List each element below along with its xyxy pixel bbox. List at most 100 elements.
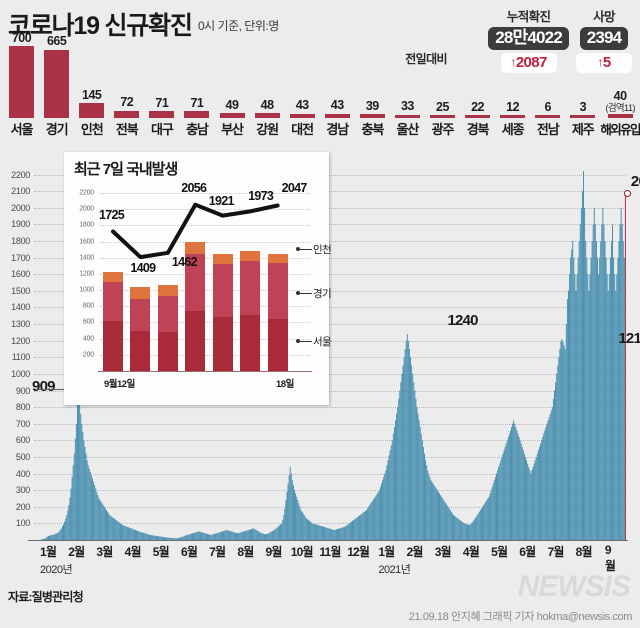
region-label: 경남 <box>326 122 349 137</box>
y-axis-tick: 500 <box>15 451 30 462</box>
gridline <box>34 423 626 425</box>
region-bar <box>324 113 350 118</box>
inset-legend-label: 경기 <box>313 288 332 300</box>
peak-annotation: 909 <box>32 378 55 396</box>
gridline <box>34 207 626 209</box>
inset-x-axis <box>98 371 312 372</box>
x-axis-tick: 5월 <box>491 545 508 559</box>
region-value: 22 <box>471 99 484 114</box>
inset-bar-segment <box>240 315 261 371</box>
region-column: 71 대구 <box>144 30 179 138</box>
inset-y-tick: 1200 <box>79 270 94 278</box>
region-label: 대전 <box>291 122 314 137</box>
y-axis-tick: 2200 <box>11 169 30 180</box>
y-axis-tick: 100 <box>15 518 30 529</box>
y-axis-tick: 1900 <box>11 219 30 230</box>
stat-caption: 누적확진 <box>506 10 551 24</box>
y-axis-tick: 200 <box>15 501 30 512</box>
arrow-up-icon: ↑ <box>510 55 516 70</box>
inset-gridline <box>100 193 310 195</box>
inset-stacked-bar <box>267 254 288 371</box>
x-axis-tick: 4월 <box>124 545 142 559</box>
gridline <box>34 290 626 292</box>
region-value: 12 <box>506 99 520 114</box>
inset-bar-segment <box>185 242 206 255</box>
gridline <box>34 490 626 492</box>
inset-recent7-panel: 최근 7일 국내발생 200 400 600 800 1000 1200 1400 1600 1… <box>64 152 332 405</box>
region-label: 인천 <box>80 122 104 137</box>
region-value: 48 <box>260 97 274 112</box>
x-axis-tick: 12월 <box>347 545 370 559</box>
stat-delta: ↑2087 <box>500 53 557 74</box>
summary-stats: 누적확진 28만4022 ↑2087 사망 2394 ↑5 <box>488 6 632 74</box>
x-axis-tick: 7월 <box>209 545 226 559</box>
region-value: 43 <box>330 98 344 113</box>
stat-delta-value: 2087 <box>515 54 548 72</box>
region-label: 충남 <box>186 122 209 137</box>
region-bar <box>465 115 491 118</box>
inset-stacked-bar <box>185 242 206 371</box>
arrow-up-icon: ↑ <box>597 55 603 70</box>
region-value: 39 <box>365 98 379 113</box>
region-label: 제주 <box>571 122 595 137</box>
region-value: 71 <box>155 95 169 110</box>
inset-bar-segment <box>267 318 288 371</box>
inset-bar-segment <box>185 254 206 311</box>
gridline <box>34 390 626 392</box>
gridline <box>34 307 626 309</box>
source-note: 자료:질병관리청 <box>8 590 84 604</box>
inset-y-tick: 1800 <box>79 221 94 229</box>
inset-y-tick: 2000 <box>79 205 94 213</box>
gridline <box>34 257 626 259</box>
region-label: 전북 <box>115 122 139 137</box>
gridline <box>34 274 626 276</box>
region-label: 대구 <box>150 122 174 137</box>
inset-bar-segment <box>212 264 233 317</box>
region-bar <box>149 110 175 118</box>
region-column: 43 경남 <box>320 30 355 138</box>
daily-case-series <box>38 171 626 540</box>
inset-bar-segment <box>185 310 206 371</box>
x-axis-tick: 6월 <box>519 545 536 559</box>
y-axis-tick: 300 <box>15 485 30 496</box>
latest-value-marker <box>623 190 631 198</box>
region-label: 강원 <box>256 122 279 137</box>
inset-legend-leader <box>299 341 312 342</box>
inset-line-label: 2047 <box>281 181 308 196</box>
inset-line-label: 1725 <box>99 207 125 222</box>
inset-stacked-bar <box>240 251 261 371</box>
inset-stacked-bar <box>157 285 178 371</box>
gridline <box>34 440 626 442</box>
region-column: 3 제주 <box>565 30 600 138</box>
y-axis-tick: 1400 <box>11 302 30 313</box>
y-axis-tick: 2000 <box>11 202 30 213</box>
region-bar <box>219 112 245 118</box>
inset-legend-label: 서울 <box>313 336 332 348</box>
gridline <box>34 174 626 176</box>
region-column: 700 서울 <box>4 30 39 138</box>
y-axis-tick: 1800 <box>11 236 30 247</box>
inset-x-end-label: 18일 <box>276 379 294 390</box>
inset-stacked-bar <box>103 271 123 371</box>
region-bar <box>607 113 633 118</box>
stat-caption: 사망 <box>593 10 615 24</box>
x-axis-tick: 8월 <box>237 545 254 559</box>
region-bar <box>44 49 70 118</box>
y-axis-tick: 1500 <box>11 285 30 296</box>
inset-bar-segment <box>240 261 261 316</box>
region-value: 145 <box>82 87 102 102</box>
region-bar <box>184 110 210 118</box>
inset-line-label: 1973 <box>248 189 274 204</box>
page-subtitle: 0시 기준, 단위:명 <box>198 19 279 33</box>
region-column: 71 충남 <box>179 30 214 138</box>
region-bar <box>79 103 105 118</box>
region-bar <box>9 46 35 118</box>
region-value: 700 <box>11 30 32 45</box>
inset-bar-segment <box>103 282 123 321</box>
region-column: 145 인천 <box>74 30 109 138</box>
gridline <box>34 324 626 326</box>
y-axis-tick: 1200 <box>11 335 30 346</box>
gridline <box>34 191 626 193</box>
region-label: 해외유입 <box>600 123 640 137</box>
